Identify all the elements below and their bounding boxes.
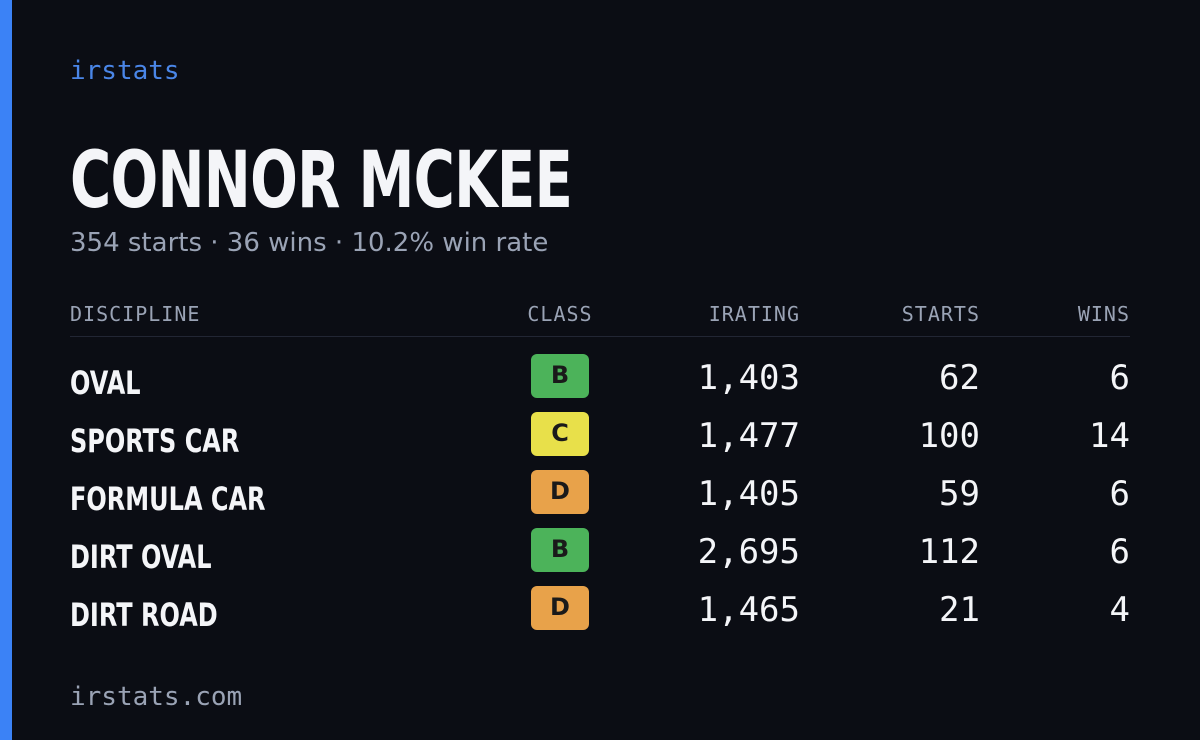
- discipline: DIRT ROAD: [70, 596, 218, 634]
- accent-stripe: [0, 0, 12, 740]
- divider: [70, 336, 1130, 337]
- class-badge: D: [531, 586, 589, 630]
- class-badge: B: [531, 528, 589, 572]
- irating: 2,695: [697, 532, 800, 572]
- irating: 1,405: [697, 474, 800, 514]
- discipline: OVAL: [70, 364, 141, 402]
- wins: 6: [1109, 358, 1130, 398]
- discipline: FORMULA CAR: [70, 480, 266, 518]
- starts: 100: [918, 416, 980, 456]
- column-header: DISCIPLINE: [70, 302, 201, 326]
- footer-url: irstats.com: [70, 682, 243, 712]
- wins: 6: [1109, 474, 1130, 514]
- starts: 62: [939, 358, 980, 398]
- discipline: DIRT OVAL: [70, 538, 212, 576]
- wins: 6: [1109, 532, 1130, 572]
- class-badge: B: [531, 354, 589, 398]
- column-header: CLASS: [527, 302, 593, 326]
- driver-name: CONNOR MCKEE: [70, 136, 573, 226]
- starts: 112: [918, 532, 980, 572]
- wins: 14: [1089, 416, 1130, 456]
- summary: 354 starts · 36 wins · 10.2% win rate: [70, 228, 549, 258]
- starts: 59: [939, 474, 980, 514]
- column-header: WINS: [1077, 302, 1130, 326]
- irating: 1,465: [697, 590, 800, 630]
- class-badge: D: [531, 470, 589, 514]
- starts: 21: [939, 590, 980, 630]
- column-header: IRATING: [708, 302, 800, 326]
- wins: 4: [1109, 590, 1130, 630]
- irating: 1,477: [697, 416, 800, 456]
- irating: 1,403: [697, 358, 800, 398]
- class-badge: C: [531, 412, 589, 456]
- brand: irstats: [70, 56, 180, 86]
- discipline: SPORTS CAR: [70, 422, 240, 460]
- column-header: STARTS: [901, 302, 980, 326]
